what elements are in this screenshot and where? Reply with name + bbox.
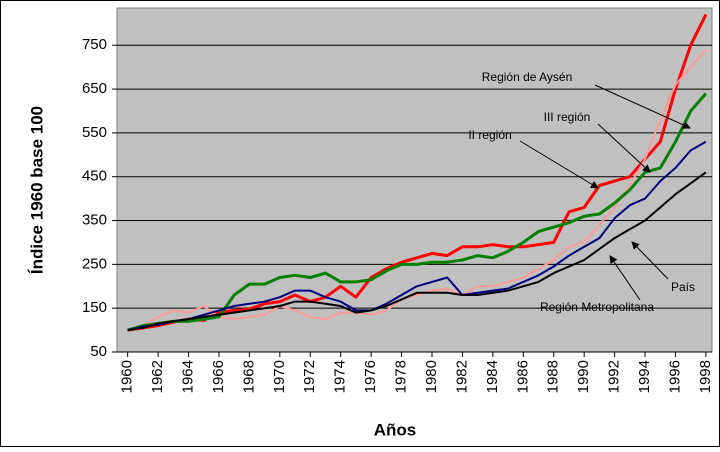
x-tick-label: 1986 [514,360,531,393]
annotation-arrow [631,241,669,280]
x-tick-label: 1996 [666,360,683,393]
y-tick-label: 250 [82,255,107,272]
annotation-arrow [519,140,599,189]
series-line [127,48,707,332]
series-label: Región Metropolitana [540,300,654,314]
x-tick-label: 1990 [575,360,592,393]
y-tick-label: 150 [82,299,107,316]
y-tick-label: 350 [82,212,107,229]
x-tick-label: 1992 [606,360,623,393]
series-label: Región de Aysén [482,70,573,84]
x-axis-title: Años [374,420,417,439]
x-tick-label: 1982 [453,360,470,393]
x-tick-label: 1970 [271,360,288,393]
x-tick-label: 1962 [149,360,166,393]
x-tick-label: 1978 [393,360,410,393]
y-tick-label: 750 [82,36,107,53]
x-tick-label: 1974 [332,360,349,393]
series-line [127,140,707,332]
x-tick-label: 1980 [423,360,440,393]
x-tick-label: 1972 [301,360,318,393]
x-tick-label: 1964 [179,360,196,393]
series-label: País [671,280,695,294]
series-label: III región [544,110,591,124]
x-tick-label: 1960 [119,360,136,393]
x-tick-label: 1976 [362,360,379,393]
y-axis-title: Índice 1960 base 100 [27,106,46,274]
series-label: II región [468,128,511,142]
y-tick-label: 450 [82,168,107,185]
x-tick-label: 1966 [210,360,227,393]
y-tick-label: 650 [82,80,107,97]
annotation-arrow [609,255,641,301]
y-tick-label: 50 [90,343,107,360]
x-tick-label: 1994 [636,360,653,393]
x-tick-label: 1968 [240,360,257,393]
annotation-arrow [594,84,691,129]
x-tick-label: 1984 [484,360,501,393]
x-tick-label: 1998 [697,360,714,393]
x-tick-label: 1988 [545,360,562,393]
y-tick-label: 550 [82,124,107,141]
annotation-arrow [597,123,651,173]
series-line [127,171,707,332]
